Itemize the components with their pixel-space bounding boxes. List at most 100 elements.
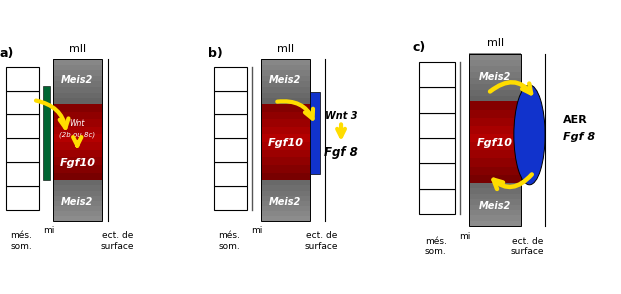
Bar — [469, 54, 521, 102]
Bar — [53, 87, 102, 93]
Bar — [53, 180, 102, 186]
Bar — [469, 182, 521, 188]
Bar — [261, 59, 310, 65]
Text: mi: mi — [252, 226, 263, 235]
Bar — [261, 92, 310, 98]
Text: Fgf10: Fgf10 — [477, 138, 513, 148]
Bar — [214, 138, 247, 162]
Bar — [261, 59, 310, 221]
Bar — [310, 92, 320, 174]
Bar — [53, 103, 102, 112]
Text: Meis2: Meis2 — [479, 72, 511, 82]
Bar — [53, 111, 102, 119]
Text: mll: mll — [69, 44, 86, 54]
Bar — [261, 70, 310, 76]
Text: mll: mll — [487, 38, 504, 48]
Text: Meis2: Meis2 — [61, 197, 93, 207]
Bar — [261, 98, 310, 104]
Bar — [261, 104, 310, 180]
Text: més.
som.: més. som. — [425, 237, 446, 256]
Bar — [53, 126, 102, 134]
Text: Meis2: Meis2 — [269, 197, 301, 207]
Bar — [261, 119, 310, 127]
Bar — [53, 190, 102, 196]
Bar — [469, 204, 521, 210]
Bar — [53, 81, 102, 87]
Text: b): b) — [208, 47, 223, 60]
Bar — [419, 163, 455, 189]
Text: ect. de
surface: ect. de surface — [101, 231, 134, 250]
Bar — [469, 150, 521, 158]
Text: Fgf 8: Fgf 8 — [324, 146, 358, 159]
Bar — [469, 65, 521, 72]
Bar — [469, 102, 521, 183]
Bar — [261, 195, 310, 201]
Bar — [261, 165, 310, 173]
Text: més.
som.: més. som. — [11, 231, 32, 250]
Bar — [6, 162, 39, 186]
Bar — [469, 174, 521, 183]
Bar — [53, 211, 102, 216]
Text: Wnt 3: Wnt 3 — [325, 111, 357, 121]
Bar — [469, 77, 521, 84]
Bar — [261, 206, 310, 211]
Bar — [469, 199, 521, 205]
Bar — [214, 162, 247, 186]
Bar — [214, 91, 247, 114]
Bar — [261, 126, 310, 134]
Bar — [261, 190, 310, 196]
Bar — [6, 114, 39, 138]
Bar — [53, 185, 102, 191]
Text: Wnt: Wnt — [70, 119, 85, 128]
Bar — [53, 157, 102, 165]
Bar — [261, 149, 310, 157]
Text: mi: mi — [460, 232, 471, 240]
Bar — [261, 201, 310, 206]
Bar — [469, 109, 521, 118]
Bar — [419, 189, 455, 214]
Bar — [53, 206, 102, 211]
Bar — [261, 103, 310, 112]
Bar — [261, 211, 310, 216]
Bar — [214, 67, 247, 91]
Text: mll: mll — [277, 44, 294, 54]
Bar — [469, 142, 521, 150]
Text: ect. de
surface: ect. de surface — [305, 231, 338, 250]
Bar — [6, 91, 39, 114]
Bar — [469, 59, 521, 66]
Bar — [261, 216, 310, 221]
Bar — [261, 172, 310, 180]
Bar — [53, 165, 102, 173]
Bar — [469, 71, 521, 78]
Ellipse shape — [514, 85, 545, 185]
Bar — [469, 220, 521, 226]
Bar — [469, 215, 521, 221]
Bar — [53, 119, 102, 127]
Bar — [53, 134, 102, 142]
Text: Meis2: Meis2 — [479, 201, 511, 211]
Bar — [214, 186, 247, 210]
Bar — [53, 59, 102, 221]
Bar — [53, 59, 102, 65]
Bar — [6, 138, 39, 162]
Bar — [469, 101, 521, 110]
Text: AER: AER — [563, 115, 587, 125]
Bar — [469, 193, 521, 199]
Text: més.
som.: més. som. — [219, 231, 240, 250]
Bar — [261, 81, 310, 87]
Bar — [53, 142, 102, 150]
Bar — [6, 186, 39, 210]
Bar — [469, 95, 521, 102]
Bar — [469, 83, 521, 90]
Bar — [469, 166, 521, 175]
Text: Meis2: Meis2 — [61, 76, 93, 86]
Bar — [261, 142, 310, 150]
Bar — [53, 59, 102, 104]
Text: mi: mi — [43, 226, 55, 235]
Bar — [469, 210, 521, 216]
Bar — [419, 138, 455, 163]
Bar — [261, 180, 310, 186]
Bar — [469, 53, 521, 60]
Text: Meis2: Meis2 — [269, 76, 301, 86]
Text: c): c) — [413, 41, 426, 54]
